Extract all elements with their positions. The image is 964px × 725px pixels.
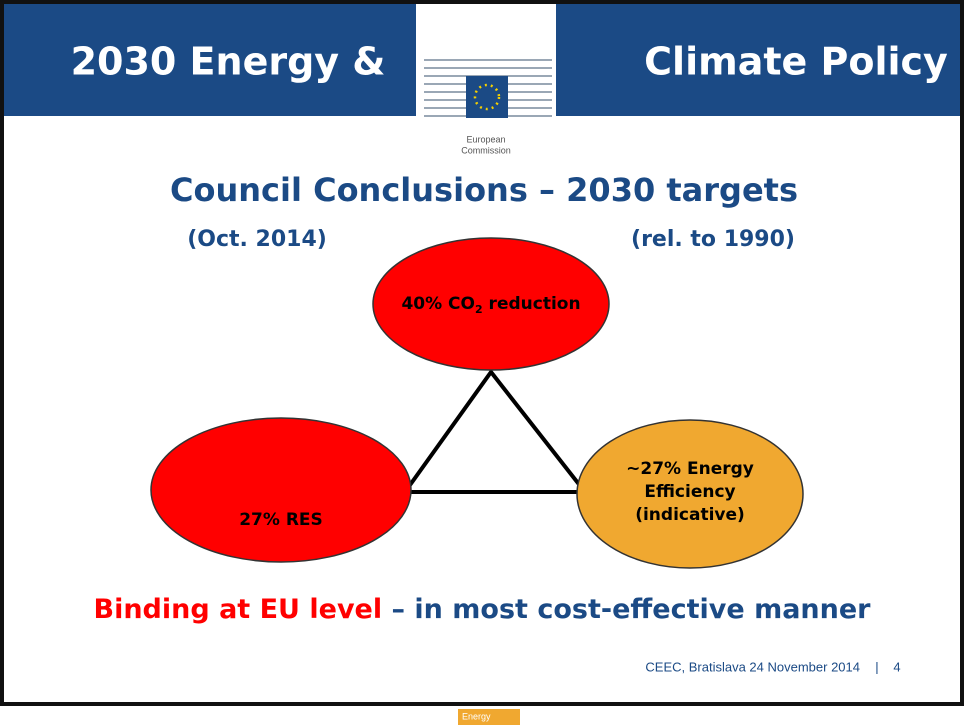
- footer-tag: [458, 709, 520, 725]
- node-ellipse: [150, 417, 412, 563]
- slide-border: [0, 0, 964, 706]
- logo: European Commission: [416, 4, 556, 155]
- node-label: (indicative): [635, 505, 745, 525]
- logo-text: European: [466, 134, 505, 144]
- header-title-right: Climate Policy: [644, 40, 948, 84]
- logo-text: Commission: [461, 145, 511, 155]
- header-title-left: 2030 Energy &: [71, 40, 386, 84]
- footer-tag-text: Energy: [462, 711, 491, 721]
- subheading: (Oct. 2014): [187, 227, 327, 252]
- footer-separator: |: [875, 659, 878, 674]
- triangle: [401, 368, 590, 494]
- eu-flag: [466, 76, 508, 118]
- node-label: ~27% Energy: [626, 459, 754, 479]
- node-label: 27% RES: [239, 510, 323, 530]
- node-label: 40% CO2 reduction: [401, 294, 580, 316]
- node-label: Efficiency: [644, 482, 735, 502]
- node-ellipse: [372, 237, 610, 371]
- subheading: (rel. to 1990): [631, 227, 795, 252]
- conclusion: Binding at EU level – in most cost-effec…: [94, 594, 872, 625]
- heading: Council Conclusions – 2030 targets: [170, 171, 798, 209]
- footer-text: CEEC, Bratislava 24 November 2014: [645, 659, 860, 674]
- node-ellipse: [576, 419, 804, 569]
- page-number: 4: [893, 659, 900, 674]
